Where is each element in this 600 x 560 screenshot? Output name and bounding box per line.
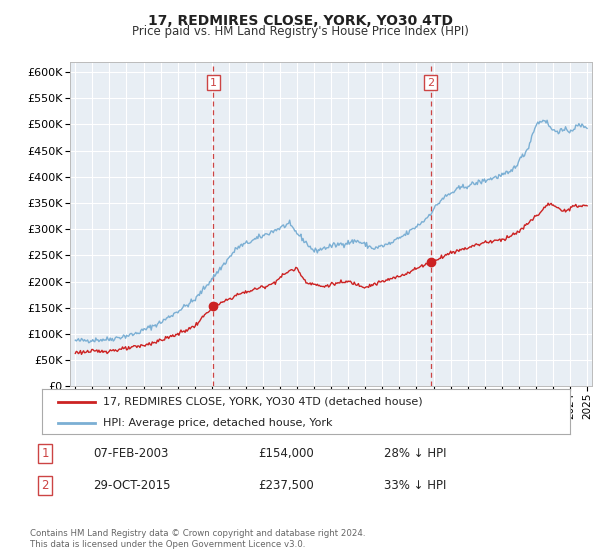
Text: Price paid vs. HM Land Registry's House Price Index (HPI): Price paid vs. HM Land Registry's House …	[131, 25, 469, 38]
Text: HPI: Average price, detached house, York: HPI: Average price, detached house, York	[103, 418, 332, 428]
Text: 07-FEB-2003: 07-FEB-2003	[93, 447, 169, 460]
Text: 33% ↓ HPI: 33% ↓ HPI	[384, 479, 446, 492]
Text: 17, REDMIRES CLOSE, YORK, YO30 4TD: 17, REDMIRES CLOSE, YORK, YO30 4TD	[148, 14, 452, 28]
Text: £237,500: £237,500	[258, 479, 314, 492]
Text: 28% ↓ HPI: 28% ↓ HPI	[384, 447, 446, 460]
Text: 1: 1	[210, 77, 217, 87]
Text: 17, REDMIRES CLOSE, YORK, YO30 4TD (detached house): 17, REDMIRES CLOSE, YORK, YO30 4TD (deta…	[103, 396, 422, 407]
Text: Contains HM Land Registry data © Crown copyright and database right 2024.
This d: Contains HM Land Registry data © Crown c…	[30, 529, 365, 549]
Text: 2: 2	[41, 479, 49, 492]
Text: 2: 2	[427, 77, 434, 87]
Text: £154,000: £154,000	[258, 447, 314, 460]
Text: 1: 1	[41, 447, 49, 460]
Text: 29-OCT-2015: 29-OCT-2015	[93, 479, 170, 492]
